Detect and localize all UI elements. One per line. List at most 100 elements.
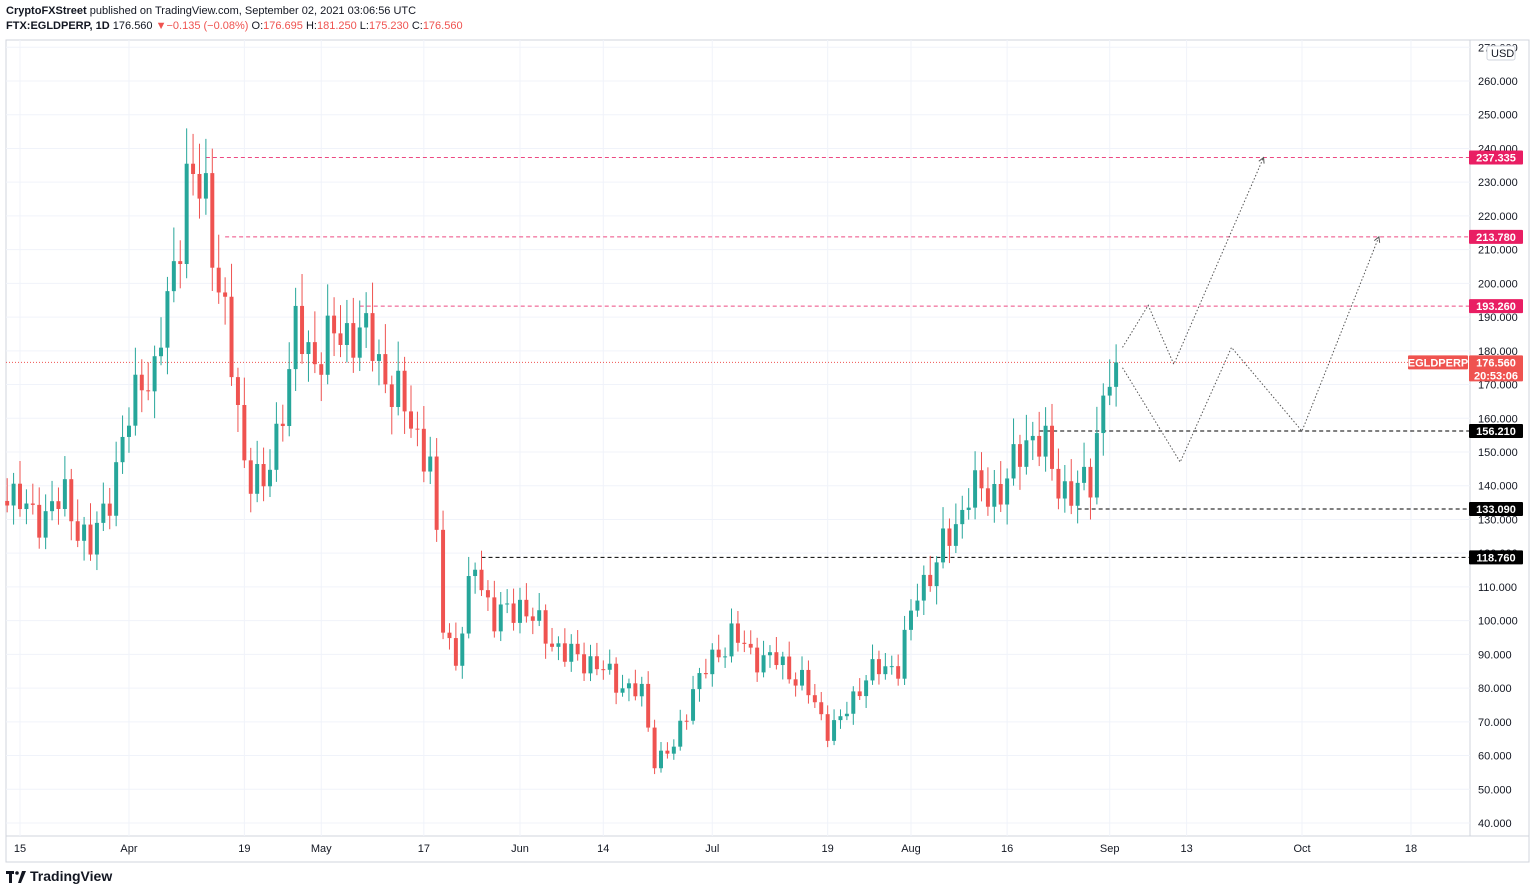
candle-body bbox=[178, 261, 183, 265]
candle bbox=[838, 709, 843, 729]
candle bbox=[767, 645, 772, 668]
candle-body bbox=[338, 333, 343, 345]
candle-body bbox=[601, 669, 606, 671]
candle bbox=[639, 676, 644, 707]
candle-body bbox=[800, 669, 805, 686]
candle-body bbox=[447, 632, 452, 639]
candle bbox=[389, 375, 394, 435]
candle bbox=[960, 495, 965, 539]
candle bbox=[50, 480, 55, 521]
tradingview-brand-label: TradingView bbox=[30, 868, 113, 884]
candle-body bbox=[75, 521, 80, 541]
candle bbox=[5, 478, 10, 513]
candles-layer[interactable] bbox=[5, 128, 1119, 775]
author-name[interactable]: CryptoFXStreet bbox=[6, 5, 87, 17]
time-axis[interactable]: 15 Apr 19 May 17 Jun 14 Jul 19 Aug 16 Sep 13 Oct 18 bbox=[14, 843, 1417, 855]
candle bbox=[280, 404, 285, 442]
price-axis[interactable]: 40.000 50.000 60.000 70.000 80.000 90.000 100.… bbox=[1478, 42, 1518, 830]
candle-body bbox=[902, 629, 907, 679]
candle-body bbox=[710, 649, 715, 675]
candle bbox=[530, 607, 535, 635]
candle bbox=[1024, 414, 1029, 475]
candle-body bbox=[819, 702, 824, 715]
candle-body bbox=[934, 562, 939, 587]
candle-body bbox=[94, 522, 99, 555]
candle-body bbox=[832, 720, 837, 741]
candle bbox=[588, 644, 593, 682]
candle-body bbox=[614, 663, 619, 693]
candle-body bbox=[812, 695, 817, 703]
candle-body bbox=[659, 750, 663, 769]
candle-body bbox=[870, 659, 875, 681]
x-tick-label: 14 bbox=[597, 843, 609, 855]
candle bbox=[909, 599, 913, 641]
candle bbox=[171, 227, 176, 303]
candle-body bbox=[665, 750, 670, 754]
candle-body bbox=[30, 503, 35, 505]
candle-body bbox=[210, 173, 215, 268]
candle bbox=[812, 684, 817, 708]
x-tick-label: 15 bbox=[14, 843, 26, 855]
candle bbox=[133, 347, 138, 436]
candle bbox=[306, 330, 311, 382]
candle bbox=[312, 311, 317, 374]
candle bbox=[703, 658, 708, 679]
level-tag bbox=[1469, 150, 1523, 165]
candle bbox=[492, 580, 497, 638]
candle bbox=[383, 324, 388, 394]
candle-body bbox=[460, 633, 465, 666]
candle-body bbox=[992, 484, 997, 507]
candle-body bbox=[312, 342, 317, 365]
candle-body bbox=[351, 323, 356, 358]
candle-body bbox=[1056, 468, 1061, 499]
price-change: −0.135 (−0.08%) bbox=[166, 20, 249, 32]
candle-body bbox=[152, 356, 157, 392]
candle-body bbox=[402, 370, 407, 412]
candle bbox=[870, 644, 875, 685]
y-tick-label: 150.000 bbox=[1478, 447, 1518, 459]
candle bbox=[191, 133, 196, 196]
projection-arrowhead bbox=[1258, 156, 1265, 164]
candle-body bbox=[82, 524, 87, 541]
candle bbox=[729, 608, 734, 663]
candle-body bbox=[325, 315, 330, 375]
candle bbox=[268, 449, 272, 498]
candle-body bbox=[1037, 435, 1042, 457]
level-tag bbox=[1469, 299, 1523, 314]
open-value: 176.695 bbox=[263, 20, 303, 32]
candle bbox=[691, 675, 696, 725]
x-tick-label: Aug bbox=[901, 843, 921, 855]
x-tick-label: Jun bbox=[511, 843, 529, 855]
candle bbox=[844, 701, 849, 721]
candle bbox=[992, 470, 997, 523]
candle-body bbox=[248, 460, 253, 494]
candle-body bbox=[960, 509, 965, 525]
candle-body bbox=[1107, 386, 1112, 396]
tradingview-brand[interactable]: TradingView bbox=[6, 868, 112, 884]
level-tag-label: 156.210 bbox=[1476, 426, 1516, 438]
candle bbox=[485, 580, 490, 611]
candle bbox=[43, 494, 48, 550]
candle-body bbox=[543, 610, 548, 644]
candle-body bbox=[1030, 435, 1035, 441]
level-tag-label: 193.260 bbox=[1476, 301, 1516, 313]
candle bbox=[210, 148, 215, 292]
candle-body bbox=[703, 673, 708, 675]
y-tick-label: 90.000 bbox=[1478, 649, 1512, 661]
candle-body bbox=[594, 656, 599, 670]
candle bbox=[82, 516, 87, 561]
candle bbox=[1050, 403, 1054, 481]
candle bbox=[953, 503, 958, 554]
candle bbox=[684, 714, 689, 730]
candle-body bbox=[56, 501, 61, 509]
projection-arrowhead bbox=[1373, 235, 1381, 243]
candle bbox=[402, 356, 407, 434]
candle-body bbox=[5, 500, 10, 506]
candle bbox=[973, 451, 978, 520]
y-tick-label: 70.000 bbox=[1478, 717, 1512, 729]
candle bbox=[152, 345, 157, 419]
candle bbox=[357, 300, 362, 372]
y-tick-label: 220.000 bbox=[1478, 211, 1518, 223]
candle bbox=[223, 277, 228, 325]
